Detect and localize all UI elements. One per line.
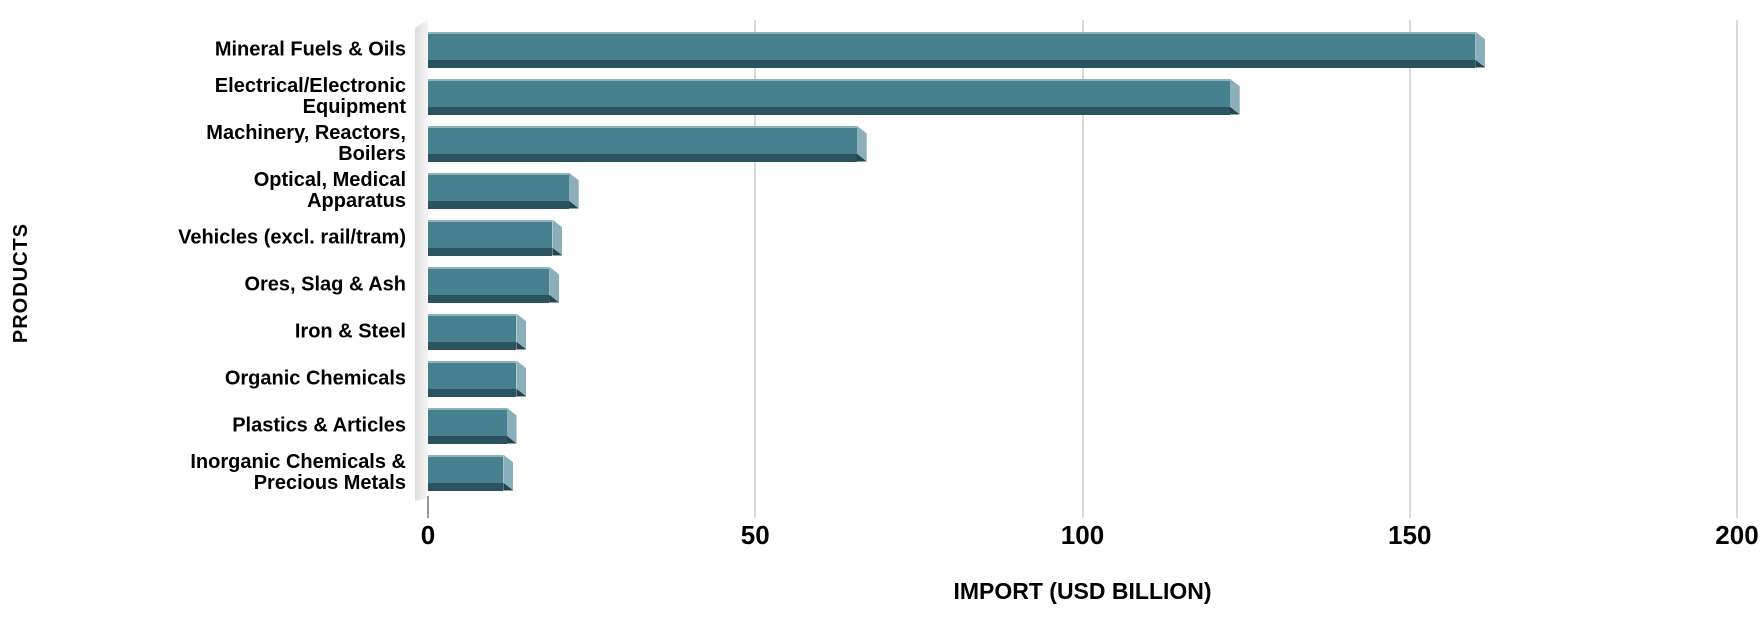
bar-bevel-shadow xyxy=(1229,106,1240,115)
bar xyxy=(428,407,517,444)
gridline-150 xyxy=(1408,20,1411,518)
bar-row: Ores, Slag & Ash xyxy=(244,261,1737,308)
bar xyxy=(428,125,867,162)
bar-row: Iron & Steel xyxy=(295,308,1737,355)
x-axis-ticks: 0 50 100 150 200 xyxy=(421,496,1759,556)
bar-bevel-3d xyxy=(568,172,579,209)
bar-row: Vehicles (excl. rail/tram) xyxy=(178,214,1737,261)
bar-row: Organic Chemicals xyxy=(225,355,1737,402)
bar-bevel-shadow xyxy=(506,435,517,444)
x-tick-label: 50 xyxy=(740,520,770,550)
bar xyxy=(428,219,563,256)
bar xyxy=(428,78,1240,115)
bar-bevel-shadow xyxy=(516,388,527,397)
category-label: Mineral Fuels & Oils xyxy=(214,38,406,60)
gridline-50 xyxy=(754,20,757,518)
category-label: Iron & Steel xyxy=(294,320,406,342)
x-tick-mark-0 xyxy=(427,496,429,518)
bar-row: Plastics & Articles xyxy=(232,402,1737,449)
category-label: Vehicles (excl. rail/tram) xyxy=(178,226,406,248)
bar-row: Mineral Fuels & Oils xyxy=(215,26,1737,73)
bar-bevel-3d xyxy=(506,407,517,444)
category-label: Machinery, Reactors, Boilers xyxy=(206,121,406,165)
bar-row: Electrical/Electronic Equipment xyxy=(215,73,1737,120)
axis-wall-3d xyxy=(415,19,428,501)
gridline-100 xyxy=(1081,20,1084,518)
bar xyxy=(428,172,579,209)
x-tick-label: 200 xyxy=(1715,520,1759,550)
bar-bevel-shadow xyxy=(1475,59,1486,68)
x-axis-title: IMPORT (USD BILLION) xyxy=(953,578,1212,604)
bar xyxy=(428,313,527,350)
bar-bevel-shadow xyxy=(503,482,514,491)
bar-row: Machinery, Reactors, Boilers xyxy=(206,120,1737,167)
bar-bevel-3d xyxy=(552,219,563,256)
bar-bevel-3d xyxy=(856,125,867,162)
bar-row: Optical, Medical Apparatus xyxy=(254,167,1737,214)
category-label: Electrical/Electronic Equipment xyxy=(214,74,406,118)
bar xyxy=(428,31,1486,68)
category-label: Plastics & Articles xyxy=(232,414,406,436)
x-tick-label: 100 xyxy=(1060,520,1105,550)
category-label: Ores, Slag & Ash xyxy=(244,273,406,295)
bar-bevel-shadow xyxy=(549,294,560,303)
bar-bevel-3d xyxy=(1475,31,1486,68)
y-axis-title: PRODUCTS xyxy=(10,222,32,344)
category-label: Optical, Medical Apparatus xyxy=(253,168,406,212)
bar-bevel-3d xyxy=(516,313,527,350)
bar-bevel-3d xyxy=(549,266,560,303)
x-tick-label: 150 xyxy=(1388,520,1432,550)
bar-row: Inorganic Chemicals & Precious Metals xyxy=(190,449,1737,496)
gridline-200 xyxy=(1736,20,1738,518)
bar xyxy=(428,454,514,491)
bar-bevel-3d xyxy=(503,454,514,491)
plot-area: Mineral Fuels & Oils Electrical/Electroni… xyxy=(178,26,1738,518)
x-tick-label: 0 xyxy=(420,520,436,550)
bar xyxy=(428,266,560,303)
bar xyxy=(428,360,527,397)
bar-bevel-3d xyxy=(1229,78,1240,115)
category-label: Inorganic Chemicals & Precious Metals xyxy=(190,450,406,494)
bar-bevel-shadow xyxy=(516,341,527,350)
bar-bevel-3d xyxy=(516,360,527,397)
category-label: Organic Chemicals xyxy=(224,367,406,389)
